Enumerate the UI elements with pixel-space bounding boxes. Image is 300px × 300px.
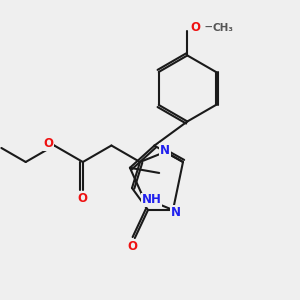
Text: O: O — [43, 137, 53, 150]
Text: CH₃: CH₃ — [213, 23, 234, 33]
Text: O: O — [78, 192, 88, 205]
Text: O: O — [190, 21, 200, 34]
Text: NH: NH — [142, 194, 161, 206]
Text: N: N — [171, 206, 181, 218]
Text: O: O — [128, 239, 138, 253]
Text: —: — — [205, 23, 214, 32]
Text: N: N — [160, 143, 170, 157]
